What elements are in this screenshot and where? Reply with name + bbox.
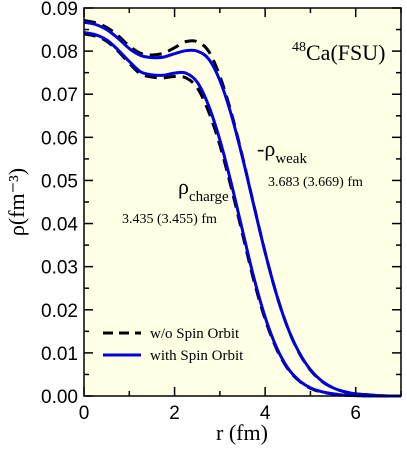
y-tick-label: 0.05 xyxy=(41,171,78,192)
ticks-layer xyxy=(83,7,402,397)
y-tick-label: 0.01 xyxy=(41,344,78,365)
y-axis-title: ρ(fm⁻³) xyxy=(4,168,29,236)
y-tick-label: 0.03 xyxy=(41,258,78,279)
charge-density-base: ρ xyxy=(178,174,189,199)
x-axis-title: r (fm) xyxy=(216,420,268,445)
x-tick-label: 0 xyxy=(79,403,90,424)
y-tick-label: 0.02 xyxy=(41,301,78,322)
y-tick-label: 0.07 xyxy=(41,85,78,106)
legend-label-with-spin-orbit: with Spin Orbit xyxy=(150,348,244,364)
panel-label: 48Ca(FSU) xyxy=(292,40,385,65)
legend-label-without-spin-orbit: w/o Spin Orbit xyxy=(150,326,240,342)
x-tick-labels: 0 2 4 6 xyxy=(79,403,361,424)
y-tick-label: 0.04 xyxy=(41,215,78,236)
x-tick-label: 6 xyxy=(350,403,361,424)
y-tick-labels: 0.00 0.01 0.02 0.03 0.04 0.05 0.06 0.07 0.08 0.09 xyxy=(41,0,78,408)
weak-density-sub: weak xyxy=(275,151,307,167)
y-tick-label: 0.09 xyxy=(41,0,78,20)
series-weak-with-spin-orbit xyxy=(83,20,402,398)
charge-radius-label: 3.435 (3.455) fm xyxy=(122,212,217,227)
charge-density-label: ρcharge xyxy=(178,174,229,205)
x-tick-label: 4 xyxy=(260,403,271,424)
legend: w/o Spin Orbit with Spin Orbit xyxy=(103,326,244,364)
weak-density-base: -ρ xyxy=(257,136,275,161)
charge-density-sub: charge xyxy=(189,189,229,205)
weak-density-label: -ρweak xyxy=(257,136,307,167)
panel-label-mass-number: 48 xyxy=(292,40,306,55)
weak-radius-label: 3.683 (3.669) fm xyxy=(268,175,363,190)
y-tick-label: 0.06 xyxy=(41,128,78,149)
y-tick-label: 0.08 xyxy=(41,42,78,63)
panel-label-text: Ca(FSU) xyxy=(306,40,385,65)
x-tick-label: 2 xyxy=(169,403,180,424)
y-tick-label: 0.00 xyxy=(41,387,78,408)
